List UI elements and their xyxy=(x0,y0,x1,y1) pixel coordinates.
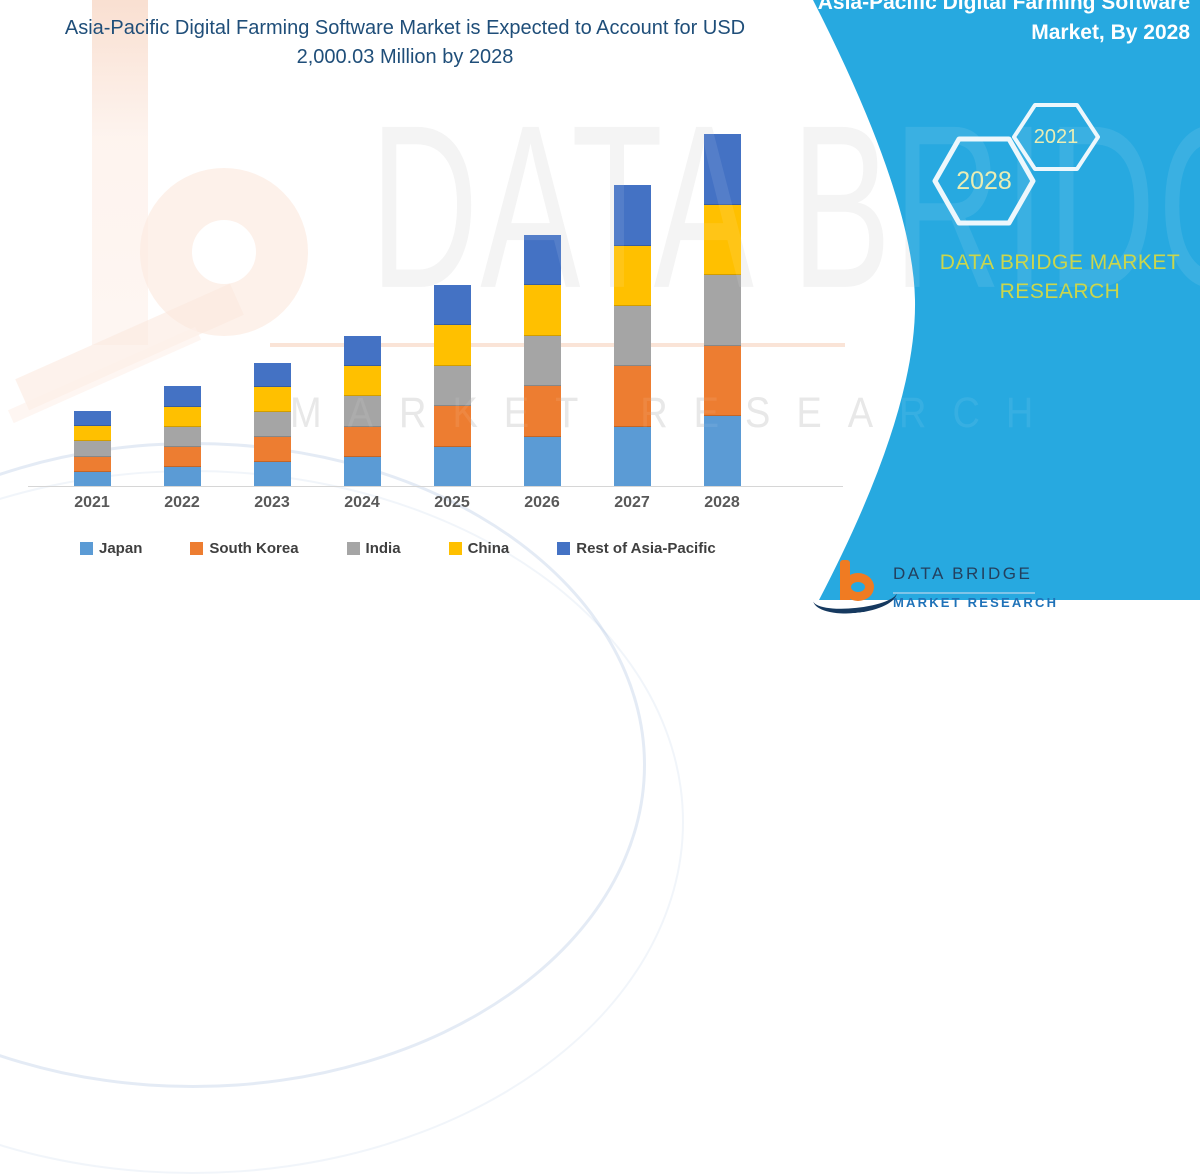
bar-segment-china xyxy=(613,245,651,306)
legend-label: Japan xyxy=(99,539,143,557)
bar-segment-south-korea xyxy=(253,437,291,463)
bar-segment-china xyxy=(343,366,381,397)
logo-b-icon xyxy=(842,573,874,601)
panel-brand-line2: RESEARCH xyxy=(999,280,1121,303)
x-axis-line xyxy=(28,486,843,487)
bar-segment-rest-of-asia-pacific xyxy=(253,362,291,388)
bar-segment-india xyxy=(253,412,291,438)
bar-segment-india xyxy=(433,365,471,407)
stacked-bar-2028 xyxy=(703,134,741,487)
legend-marker-icon xyxy=(190,541,204,555)
logo-name-text: DATA BRIDGE xyxy=(893,564,1033,583)
bar-segment-south-korea xyxy=(703,345,741,417)
bar-segment-south-korea xyxy=(163,446,201,467)
legend-marker-icon xyxy=(346,541,360,555)
stacked-bar-2024 xyxy=(343,336,381,487)
chart-title-line1: Asia-Pacific Digital Farming Software Ma… xyxy=(64,17,746,39)
bar-segment-india xyxy=(73,441,111,457)
bar-segment-china xyxy=(73,426,111,442)
legend-item-japan: Japan xyxy=(80,540,142,557)
chart-title-line2: 2,000.03 Million by 2028 xyxy=(296,46,514,68)
hexagon-2028-label: 2028 xyxy=(956,166,1012,195)
x-tick-2026: 2026 xyxy=(524,494,560,511)
legend-item-india: India xyxy=(346,539,401,557)
company-logo: DATA BRIDGE MARKET RESEARCH xyxy=(811,552,1115,618)
bar-segment-china xyxy=(523,285,561,336)
legend-label: China xyxy=(467,539,510,557)
bar-segment-china xyxy=(703,204,741,276)
hexagon-2028: 2028 xyxy=(932,135,1036,227)
bar-segment-japan xyxy=(343,456,381,487)
logo-tagline-text: MARKET RESEARCH xyxy=(893,595,1059,610)
stacked-bar-2026 xyxy=(523,234,561,487)
panel-heading-line2: Market, By 2028 xyxy=(1031,21,1190,44)
legend-label: India xyxy=(365,539,401,557)
bar-segment-rest-of-asia-pacific xyxy=(343,336,381,367)
bar-segment-japan xyxy=(433,446,471,487)
bar-segment-rest-of-asia-pacific xyxy=(523,234,561,286)
bar-chart-plot-area xyxy=(40,100,800,487)
bar-segment-rest-of-asia-pacific xyxy=(73,411,111,427)
bar-segment-japan xyxy=(613,426,651,487)
x-tick-2025: 2025 xyxy=(434,494,470,511)
x-tick-2027: 2027 xyxy=(614,494,650,511)
stacked-bar-2027 xyxy=(613,185,651,487)
bar-segment-south-korea xyxy=(433,406,471,447)
x-tick-2024: 2024 xyxy=(344,494,380,511)
bar-segment-japan xyxy=(163,466,201,487)
bar-segment-rest-of-asia-pacific xyxy=(703,134,741,205)
bar-segment-india xyxy=(343,396,381,427)
bar-segment-china xyxy=(433,325,471,366)
bar-segment-japan xyxy=(703,416,741,487)
legend-label: South Korea xyxy=(209,539,299,557)
legend-item-china: China xyxy=(448,539,510,557)
bar-segment-india xyxy=(163,426,201,447)
panel-brand-line1: DATA BRIDGE MARKET xyxy=(939,251,1181,274)
panel-heading: Asia-Pacific Digital Farming Software Ma… xyxy=(760,0,1190,48)
bar-segment-japan xyxy=(523,436,561,487)
bar-segment-south-korea xyxy=(343,426,381,457)
bar-segment-india xyxy=(613,305,651,367)
bar-segment-south-korea xyxy=(523,386,561,437)
legend-item-rest-of-asia-pacific: Rest of Asia-Pacific xyxy=(557,540,716,557)
bar-segment-india xyxy=(523,335,561,387)
chart-title: Asia-Pacific Digital Farming Software Ma… xyxy=(10,14,800,72)
bar-segment-rest-of-asia-pacific xyxy=(613,185,651,246)
bar-segment-south-korea xyxy=(73,456,111,472)
watermark-arc xyxy=(0,470,684,1174)
panel-heading-line1: Asia-Pacific Digital Farming Software xyxy=(817,0,1190,14)
bar-segment-japan xyxy=(73,471,111,487)
legend-marker-icon xyxy=(80,541,93,555)
x-axis-tick-labels: 2021 2022 2023 2024 2025 2026 2027 2028 xyxy=(40,494,800,516)
legend-item-south-korea: South Korea xyxy=(190,539,299,557)
legend-marker-icon xyxy=(557,541,571,555)
legend-marker-icon xyxy=(448,541,462,555)
x-tick-2028: 2028 xyxy=(704,494,740,511)
bar-segment-rest-of-asia-pacific xyxy=(433,284,471,326)
stacked-bar-2021 xyxy=(73,411,111,487)
x-tick-2023: 2023 xyxy=(254,494,290,511)
bar-segment-south-korea xyxy=(613,366,651,427)
logo-underline xyxy=(893,592,1035,594)
stacked-bar-2023 xyxy=(253,362,291,487)
x-tick-2022: 2022 xyxy=(164,494,200,511)
stacked-bar-2022 xyxy=(163,386,201,487)
chart-legend: Japan South Korea India China Rest of Asia-P… xyxy=(80,538,716,558)
legend-label: Rest of Asia-Pacific xyxy=(576,539,716,557)
bar-segment-india xyxy=(703,275,741,346)
panel-brand-text: DATA BRIDGE MARKET RESEARCH xyxy=(930,248,1190,306)
stacked-bar-2025 xyxy=(433,284,471,487)
bar-segment-china xyxy=(163,406,201,427)
bar-segment-rest-of-asia-pacific xyxy=(163,386,201,407)
bar-segment-japan xyxy=(253,462,291,487)
bar-segment-china xyxy=(253,387,291,413)
x-tick-2021: 2021 xyxy=(74,494,110,511)
